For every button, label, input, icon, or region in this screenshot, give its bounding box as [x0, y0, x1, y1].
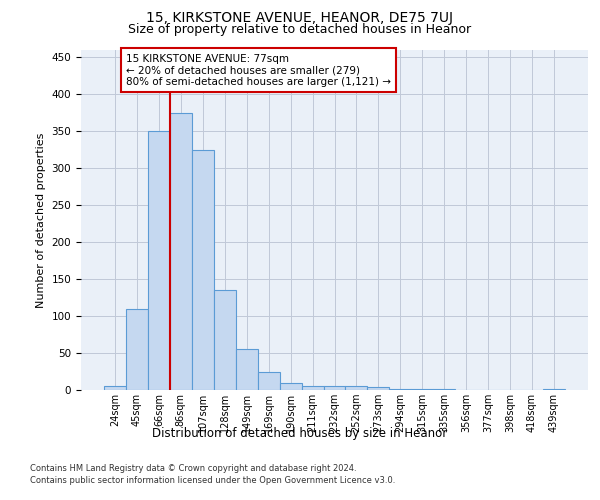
Text: Size of property relative to detached houses in Heanor: Size of property relative to detached ho… — [128, 22, 472, 36]
Bar — [192, 150, 214, 390]
Bar — [302, 386, 323, 390]
Bar — [126, 308, 148, 390]
Text: Contains HM Land Registry data © Crown copyright and database right 2024.: Contains HM Land Registry data © Crown c… — [30, 464, 356, 473]
Bar — [323, 386, 346, 390]
Bar — [543, 388, 565, 390]
Bar — [236, 350, 257, 390]
Text: 15 KIRKSTONE AVENUE: 77sqm
← 20% of detached houses are smaller (279)
80% of sem: 15 KIRKSTONE AVENUE: 77sqm ← 20% of deta… — [126, 54, 391, 87]
Bar — [170, 113, 192, 390]
Y-axis label: Number of detached properties: Number of detached properties — [36, 132, 46, 308]
Bar — [257, 372, 280, 390]
Bar — [280, 382, 302, 390]
Bar — [104, 386, 126, 390]
Bar — [214, 290, 236, 390]
Text: Contains public sector information licensed under the Open Government Licence v3: Contains public sector information licen… — [30, 476, 395, 485]
Bar — [148, 132, 170, 390]
Text: 15, KIRKSTONE AVENUE, HEANOR, DE75 7UJ: 15, KIRKSTONE AVENUE, HEANOR, DE75 7UJ — [146, 11, 454, 25]
Text: Distribution of detached houses by size in Heanor: Distribution of detached houses by size … — [152, 428, 448, 440]
Bar — [367, 387, 389, 390]
Bar — [389, 388, 412, 390]
Bar — [346, 386, 367, 390]
